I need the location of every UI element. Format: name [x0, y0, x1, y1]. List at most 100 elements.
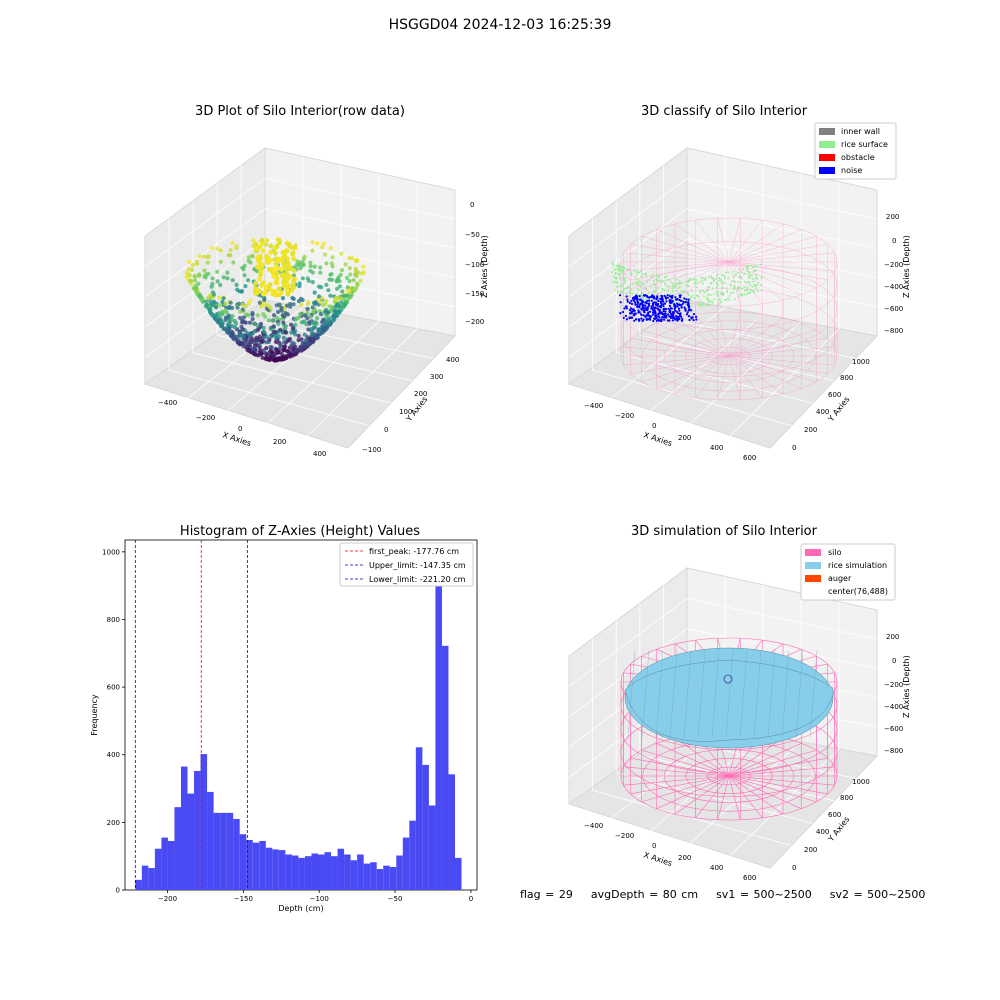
- rice-surface-point: [749, 264, 752, 267]
- rice-surface-point: [711, 301, 714, 304]
- rice-surface-point: [698, 281, 701, 283]
- noise-point: [684, 301, 687, 304]
- noise-point: [683, 306, 686, 309]
- rice-surface-point: [748, 275, 751, 278]
- data-point: [266, 318, 271, 323]
- noise-point: [670, 307, 673, 310]
- data-point: [323, 252, 328, 257]
- data-point: [247, 320, 253, 325]
- data-point: [230, 305, 235, 311]
- noise-point: [673, 303, 676, 306]
- noise-point: [655, 303, 658, 306]
- data-point: [283, 248, 289, 254]
- noise-point: [637, 309, 640, 312]
- data-point: [354, 257, 359, 262]
- histogram-bar: [200, 754, 208, 890]
- rice-surface-point: [619, 290, 622, 293]
- noise-point: [628, 317, 631, 320]
- silo-spoke: [695, 220, 730, 263]
- noise-point: [687, 306, 690, 309]
- rice-surface-point: [674, 286, 677, 288]
- data-point: [313, 301, 318, 307]
- rice-surface-point: [661, 288, 664, 291]
- data-point: [267, 282, 273, 287]
- noise-point: [641, 319, 644, 322]
- rice-surface-point: [710, 276, 713, 278]
- rice-surface-point: [638, 279, 640, 282]
- data-point: [296, 299, 301, 304]
- rice-surface-point: [710, 282, 713, 284]
- rice-surface-point: [732, 292, 734, 294]
- noise-point: [678, 303, 681, 306]
- noise-point: [671, 319, 674, 322]
- grid-line: [592, 370, 792, 426]
- rice-surface-point: [746, 286, 748, 289]
- rice-surface-point: [654, 290, 656, 293]
- rice-surface-point: [712, 277, 715, 280]
- data-point: [205, 254, 210, 260]
- rice-surface-point: [658, 274, 660, 277]
- data-point: [345, 285, 350, 290]
- noise-point: [666, 319, 670, 322]
- data-point: [353, 272, 358, 277]
- rice-surface-point: [622, 266, 624, 268]
- histogram-bar: [448, 774, 455, 890]
- data-point: [197, 254, 202, 259]
- silo-spoke: [695, 355, 730, 398]
- noise-point: [660, 302, 663, 305]
- noise-point: [680, 306, 683, 309]
- noise-point: [637, 318, 640, 321]
- rice-surface-point: [748, 277, 750, 280]
- noise-point: [658, 316, 661, 319]
- rice-surface-point: [681, 291, 684, 294]
- data-point: [304, 322, 309, 327]
- noise-point: [654, 314, 657, 317]
- silo-spoke: [728, 355, 784, 395]
- legend-swatch: [805, 549, 821, 556]
- rice-surface-point: [715, 278, 717, 280]
- rice-surface-point: [687, 292, 689, 295]
- rice-surface-point: [614, 271, 617, 274]
- data-point: [246, 258, 251, 263]
- noise-point: [658, 305, 661, 308]
- rice-surface-point: [689, 277, 692, 279]
- y-tick-label: 0: [116, 887, 120, 895]
- data-point: [259, 351, 264, 356]
- noise-point: [648, 302, 651, 305]
- data-point: [237, 334, 242, 339]
- data-point: [279, 267, 285, 272]
- legend-swatch: [819, 154, 835, 161]
- data-point: [241, 315, 247, 320]
- noise-point: [640, 301, 643, 304]
- silo-spoke: [641, 355, 730, 383]
- noise-point: [686, 301, 689, 304]
- rice-surface-point: [622, 277, 625, 279]
- rice-surface-point: [717, 298, 720, 301]
- noise-point: [646, 299, 649, 302]
- rice-surface-point: [702, 276, 705, 279]
- z-tick: −100: [465, 261, 484, 269]
- data-point: [347, 256, 352, 261]
- grid-line: [144, 238, 266, 328]
- data-point: [290, 282, 296, 288]
- rice-surface-point: [744, 289, 746, 292]
- data-point: [274, 244, 280, 250]
- rice-surface-point: [626, 287, 629, 290]
- data-point: [282, 277, 287, 283]
- histogram-bar: [422, 764, 429, 890]
- noise-point: [675, 298, 678, 301]
- rice-surface-point: [759, 263, 762, 266]
- rice-surface-point: [645, 288, 648, 290]
- legend-swatch: [819, 128, 835, 135]
- rice-surface-point: [693, 282, 696, 284]
- z-tick: −400: [884, 703, 903, 711]
- data-point: [240, 302, 245, 307]
- data-point: [263, 290, 269, 295]
- rice-surface-point: [616, 285, 619, 288]
- rice-surface-point: [737, 286, 739, 289]
- rice-surface-point: [756, 278, 759, 280]
- data-point: [221, 275, 226, 280]
- noise-point: [674, 309, 677, 312]
- data-point: [321, 241, 326, 246]
- silo-spoke: [641, 775, 730, 803]
